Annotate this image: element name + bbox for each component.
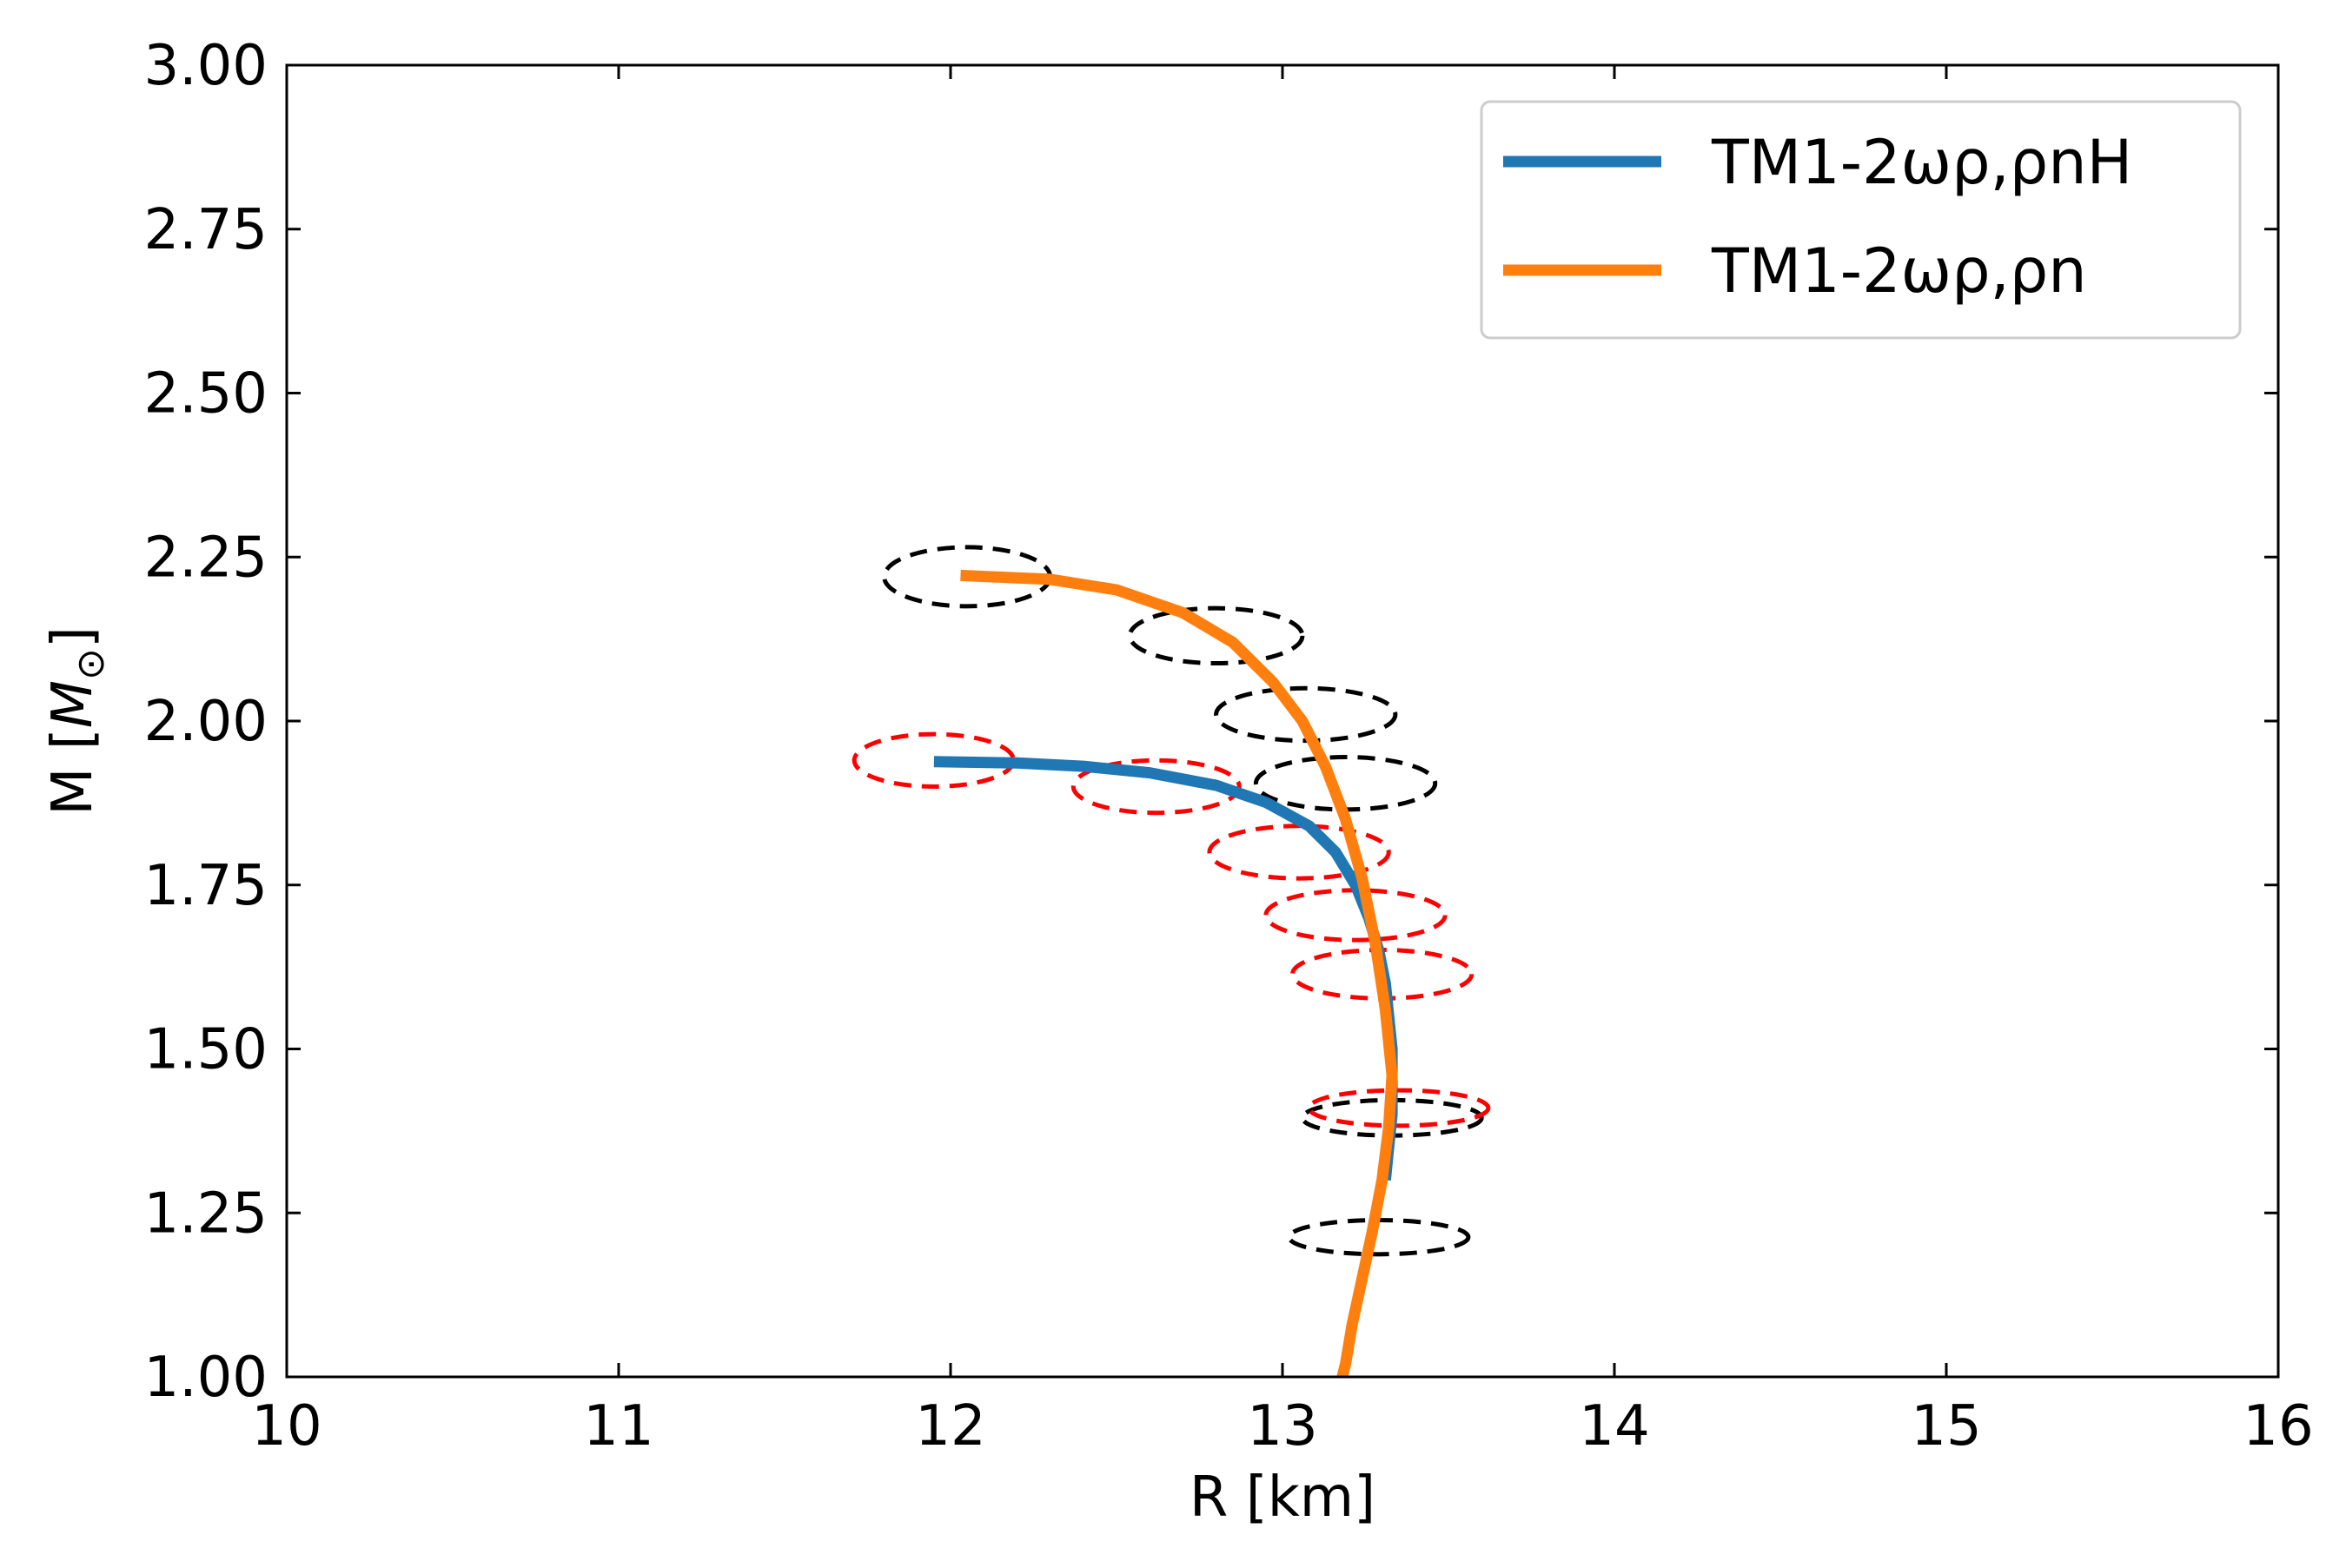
x-tick-label: 14 — [1579, 1394, 1649, 1459]
black-dashed-ellipse — [1214, 685, 1398, 744]
y-tick-label: 2.50 — [144, 362, 268, 427]
y-tick-label: 1.00 — [144, 1346, 268, 1410]
y-tick-label: 3.00 — [144, 34, 268, 98]
y-axis-title-prefix: M [ — [41, 728, 105, 816]
y-tick-label: 1.25 — [144, 1181, 268, 1246]
x-tick-label: 10 — [251, 1394, 321, 1459]
y-tick-label: 2.00 — [144, 690, 268, 754]
black-dashed-ellipse — [1127, 605, 1305, 666]
y-tick-label: 2.75 — [144, 198, 268, 262]
y-axis-title-close: ] — [41, 626, 105, 648]
legend-label-tm1-2wr-rhonh: TM1-2ωρ,ρnH — [1711, 127, 2132, 198]
series-line-tm1-2wr-rhon — [960, 569, 1398, 1379]
legend-box — [1480, 100, 2242, 340]
legend-label-tm1-2wr-rhon: TM1-2ωρ,ρn — [1711, 235, 2087, 307]
y-tick-label: 2.25 — [144, 526, 268, 590]
series-layer — [933, 569, 1398, 1379]
x-tick-label: 13 — [1247, 1394, 1317, 1459]
y-axis-title-symbol: M — [41, 680, 105, 728]
x-tick-label: 15 — [1911, 1394, 1981, 1459]
red-dashed-ellipse — [1307, 1088, 1491, 1128]
x-tick-label: 11 — [583, 1394, 653, 1459]
ticks-layer: 10 11 12 13 14 15 16 1.00 1.25 1.50 1.75 2.00 2.25 2.… — [144, 34, 2314, 1459]
y-tick-label: 1.75 — [144, 854, 268, 918]
y-tick-label: 1.50 — [144, 1018, 268, 1082]
y-axis-title-subscript: ⊙ — [69, 648, 113, 680]
y-axis-title: M [M⊙] — [41, 626, 113, 816]
x-axis-title: R [km] — [1190, 1465, 1375, 1530]
red-dashed-ellipse — [1070, 758, 1242, 816]
x-tick-label: 16 — [2243, 1394, 2313, 1459]
x-tick-label: 12 — [915, 1394, 985, 1459]
legend: TM1-2ωρ,ρnH TM1-2ωρ,ρn — [1480, 100, 2242, 340]
